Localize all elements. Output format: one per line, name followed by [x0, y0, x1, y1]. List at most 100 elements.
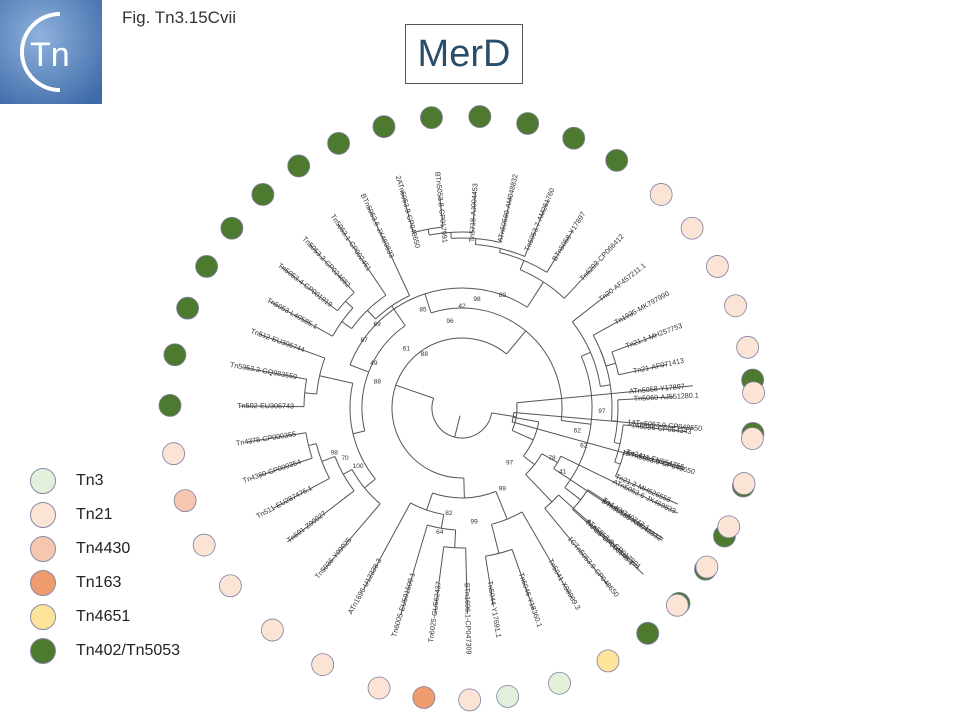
support-value: 100	[353, 463, 364, 470]
leaf-circle	[717, 515, 741, 539]
tree-branch	[572, 508, 644, 575]
legend-item: Tn3	[30, 466, 104, 496]
legend-item: Tn4651	[30, 602, 130, 632]
tree-branch	[454, 529, 457, 548]
leaf-circle	[372, 115, 396, 139]
leaf-label: Tn1935-MK797990	[613, 289, 671, 327]
tree-arc	[523, 421, 540, 457]
tree-arc	[519, 269, 565, 299]
tree-branch	[308, 443, 317, 447]
legend-item: Tn163	[30, 568, 121, 598]
tree-branch	[322, 503, 381, 572]
leaf-circle	[562, 126, 586, 150]
tree-branch	[243, 367, 307, 380]
tree-branch	[587, 489, 664, 540]
leaf-circle	[260, 618, 284, 642]
leaf-circle	[251, 183, 275, 206]
leaf-circle	[327, 131, 350, 155]
support-value: 97	[506, 460, 514, 467]
tree-branch	[343, 469, 353, 475]
leaf-label: Tn5036-Y09025	[313, 535, 353, 580]
tree-branch	[611, 334, 658, 353]
leaf-circle	[724, 294, 747, 318]
tree-arc	[349, 287, 528, 366]
tree-arc	[391, 337, 507, 479]
support-value: 62	[574, 428, 582, 435]
leaf-label: Tn511-EU287476.1	[255, 483, 314, 520]
leaf-label: Tn6025-GU562437	[426, 581, 443, 643]
tree-branch	[465, 547, 468, 614]
support-value: 64	[436, 529, 444, 536]
tree-branch	[564, 487, 581, 501]
tree-branch	[440, 514, 445, 529]
tree-branch	[561, 419, 592, 425]
leaf-label: Tn501-Z00027	[285, 509, 328, 545]
tree-branch	[615, 475, 678, 505]
tree-branch	[484, 556, 494, 606]
legend-swatch	[30, 570, 56, 596]
tree-branch	[525, 474, 553, 503]
support-value: 88	[374, 379, 382, 386]
logo-text: Tn	[30, 36, 70, 74]
tree-branch	[491, 412, 517, 418]
tree-branch	[524, 199, 549, 257]
leaf-label: Tn5041-X98999.3	[546, 557, 583, 611]
tree-branch	[592, 312, 634, 336]
support-value: 78	[548, 455, 556, 462]
tree-branch	[521, 511, 573, 599]
tree-branch	[614, 461, 621, 465]
tree-branch	[558, 494, 640, 568]
leaf-circle	[516, 112, 540, 135]
support-value: 70	[341, 455, 349, 462]
tree-branch	[308, 243, 355, 293]
tree-branch	[546, 229, 574, 273]
tree-arc	[430, 307, 563, 421]
leaf-label: BTn5058-Y17897	[550, 210, 587, 263]
tree-branch	[240, 405, 305, 408]
tree-branch	[600, 384, 611, 387]
figure-title: MerD	[417, 32, 511, 75]
tree-branch	[544, 507, 609, 586]
support-value: 88	[421, 351, 429, 358]
tree-branch	[560, 455, 678, 514]
leaf-label: Tn6005-EU591509.1	[389, 571, 417, 638]
support-value: 62	[580, 443, 588, 450]
tree-branch	[624, 450, 683, 468]
leaf-circle	[680, 216, 704, 240]
leaf-label: Tn5046-Y18360.1	[517, 571, 545, 628]
leaf-circle	[195, 255, 219, 278]
tree-branch	[321, 455, 336, 462]
leaf-circle	[176, 296, 200, 320]
tree-branch	[345, 300, 354, 309]
tree-branch	[367, 206, 411, 296]
tree-branch	[304, 392, 317, 395]
leaf-circle	[742, 381, 765, 405]
support-value: 99	[471, 518, 479, 525]
legend-label: Tn4651	[76, 608, 131, 625]
tree-branch	[269, 300, 333, 337]
figure-label: Fig. Tn3.15Cvii	[122, 8, 237, 27]
leaf-circle	[732, 472, 756, 495]
leaf-circle	[311, 653, 335, 677]
tree-branch	[352, 430, 365, 435]
tree-branch	[614, 441, 621, 445]
leaf-circle	[736, 335, 760, 359]
leaf-circle	[649, 183, 673, 206]
tree-branch	[472, 192, 476, 233]
support-value: 98	[473, 296, 481, 303]
leaf-label: Tn5718-AJ004453	[467, 183, 480, 243]
tree-branch	[519, 260, 525, 270]
legend-item: Tn21	[30, 500, 112, 530]
leaf-label: Tn512-EU306744	[249, 326, 305, 354]
leaf-circle	[741, 427, 764, 450]
leaf-circle	[367, 676, 391, 700]
tree-branch	[511, 549, 534, 610]
leaf-circle	[162, 442, 185, 466]
leaf-label: BTn5053.6-JX469833	[359, 192, 397, 259]
leaf-label: Tn5053-L40585.1	[265, 296, 319, 331]
leaf-label: Tn4380-CP000354	[242, 457, 302, 485]
leaf-label: Tn5060-AJ551280.1	[633, 391, 699, 403]
support-value: 99	[499, 486, 507, 493]
tree-branch	[623, 424, 687, 433]
tree-branch	[424, 293, 432, 314]
